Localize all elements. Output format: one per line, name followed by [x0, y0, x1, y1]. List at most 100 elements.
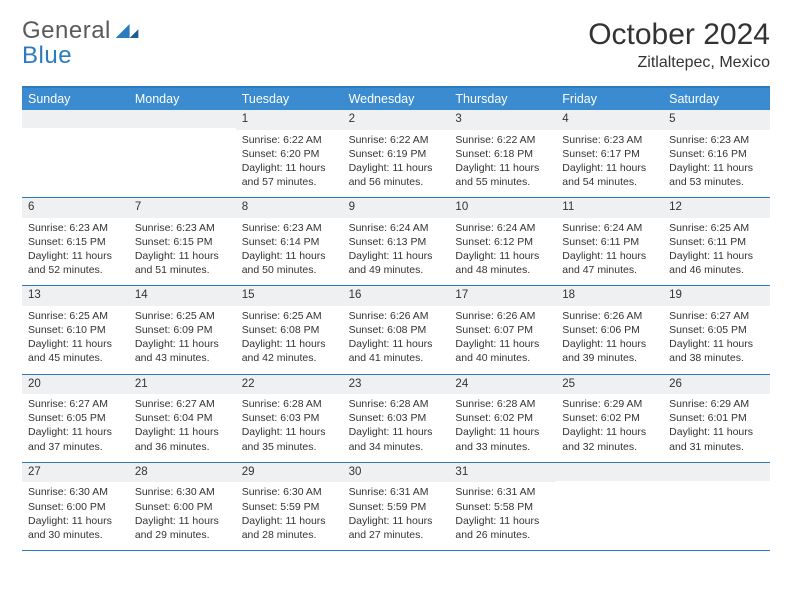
sunrise-text: Sunrise: 6:23 AM	[669, 133, 764, 147]
day-cell: 24Sunrise: 6:28 AMSunset: 6:02 PMDayligh…	[449, 375, 556, 462]
daylight-text: Daylight: 11 hours and 51 minutes.	[135, 249, 230, 277]
daylight-text: Daylight: 11 hours and 34 minutes.	[349, 425, 444, 453]
day-cell: 8Sunrise: 6:23 AMSunset: 6:14 PMDaylight…	[236, 198, 343, 285]
day-body: Sunrise: 6:27 AMSunset: 6:04 PMDaylight:…	[129, 394, 236, 462]
day-cell: 3Sunrise: 6:22 AMSunset: 6:18 PMDaylight…	[449, 110, 556, 197]
day-body	[663, 481, 770, 539]
sunrise-text: Sunrise: 6:24 AM	[562, 221, 657, 235]
sunrise-text: Sunrise: 6:31 AM	[349, 485, 444, 499]
day-body	[556, 481, 663, 539]
day-number: 18	[556, 286, 663, 306]
day-number: 24	[449, 375, 556, 395]
day-body: Sunrise: 6:29 AMSunset: 6:02 PMDaylight:…	[556, 394, 663, 462]
sunset-text: Sunset: 6:00 PM	[28, 500, 123, 514]
sunset-text: Sunset: 6:12 PM	[455, 235, 550, 249]
day-number: 7	[129, 198, 236, 218]
day-number: 20	[22, 375, 129, 395]
day-cell: 11Sunrise: 6:24 AMSunset: 6:11 PMDayligh…	[556, 198, 663, 285]
daylight-text: Daylight: 11 hours and 33 minutes.	[455, 425, 550, 453]
day-number: 21	[129, 375, 236, 395]
day-number: 6	[22, 198, 129, 218]
day-cell	[556, 463, 663, 550]
title-block: October 2024 Zitlaltepec, Mexico	[588, 18, 770, 72]
sunset-text: Sunset: 6:04 PM	[135, 411, 230, 425]
sunrise-text: Sunrise: 6:27 AM	[669, 309, 764, 323]
day-number	[129, 110, 236, 128]
day-body: Sunrise: 6:24 AMSunset: 6:11 PMDaylight:…	[556, 218, 663, 286]
day-cell: 21Sunrise: 6:27 AMSunset: 6:04 PMDayligh…	[129, 375, 236, 462]
day-body: Sunrise: 6:30 AMSunset: 6:00 PMDaylight:…	[129, 482, 236, 550]
day-number: 5	[663, 110, 770, 130]
sunset-text: Sunset: 6:03 PM	[349, 411, 444, 425]
daylight-text: Daylight: 11 hours and 50 minutes.	[242, 249, 337, 277]
sunset-text: Sunset: 6:13 PM	[349, 235, 444, 249]
day-number	[663, 463, 770, 481]
day-number: 3	[449, 110, 556, 130]
daylight-text: Daylight: 11 hours and 40 minutes.	[455, 337, 550, 365]
daylight-text: Daylight: 11 hours and 45 minutes.	[28, 337, 123, 365]
day-number: 19	[663, 286, 770, 306]
sunrise-text: Sunrise: 6:23 AM	[562, 133, 657, 147]
weekday-header-row: SundayMondayTuesdayWednesdayThursdayFrid…	[22, 88, 770, 110]
sunrise-text: Sunrise: 6:23 AM	[28, 221, 123, 235]
sunset-text: Sunset: 6:16 PM	[669, 147, 764, 161]
day-number: 25	[556, 375, 663, 395]
sunset-text: Sunset: 6:02 PM	[455, 411, 550, 425]
week-row: 27Sunrise: 6:30 AMSunset: 6:00 PMDayligh…	[22, 463, 770, 551]
daylight-text: Daylight: 11 hours and 30 minutes.	[28, 514, 123, 542]
sunrise-text: Sunrise: 6:30 AM	[135, 485, 230, 499]
sunrise-text: Sunrise: 6:26 AM	[562, 309, 657, 323]
day-cell	[22, 110, 129, 197]
logo-shape-icon	[115, 18, 139, 43]
day-cell	[663, 463, 770, 550]
sunset-text: Sunset: 6:05 PM	[28, 411, 123, 425]
daylight-text: Daylight: 11 hours and 43 minutes.	[135, 337, 230, 365]
sunrise-text: Sunrise: 6:25 AM	[135, 309, 230, 323]
day-number: 17	[449, 286, 556, 306]
sunrise-text: Sunrise: 6:23 AM	[135, 221, 230, 235]
day-body: Sunrise: 6:22 AMSunset: 6:18 PMDaylight:…	[449, 130, 556, 198]
day-cell: 1Sunrise: 6:22 AMSunset: 6:20 PMDaylight…	[236, 110, 343, 197]
weekday-header: Sunday	[22, 88, 129, 110]
sunrise-text: Sunrise: 6:29 AM	[669, 397, 764, 411]
daylight-text: Daylight: 11 hours and 38 minutes.	[669, 337, 764, 365]
day-body: Sunrise: 6:25 AMSunset: 6:10 PMDaylight:…	[22, 306, 129, 374]
sunset-text: Sunset: 6:11 PM	[562, 235, 657, 249]
day-cell: 30Sunrise: 6:31 AMSunset: 5:59 PMDayligh…	[343, 463, 450, 550]
sunset-text: Sunset: 6:14 PM	[242, 235, 337, 249]
day-cell: 25Sunrise: 6:29 AMSunset: 6:02 PMDayligh…	[556, 375, 663, 462]
daylight-text: Daylight: 11 hours and 53 minutes.	[669, 161, 764, 189]
daylight-text: Daylight: 11 hours and 41 minutes.	[349, 337, 444, 365]
sunset-text: Sunset: 6:06 PM	[562, 323, 657, 337]
sunset-text: Sunset: 6:18 PM	[455, 147, 550, 161]
sunset-text: Sunset: 6:01 PM	[669, 411, 764, 425]
daylight-text: Daylight: 11 hours and 31 minutes.	[669, 425, 764, 453]
day-number: 8	[236, 198, 343, 218]
sunset-text: Sunset: 6:00 PM	[135, 500, 230, 514]
week-row: 1Sunrise: 6:22 AMSunset: 6:20 PMDaylight…	[22, 110, 770, 198]
day-cell: 6Sunrise: 6:23 AMSunset: 6:15 PMDaylight…	[22, 198, 129, 285]
day-number: 14	[129, 286, 236, 306]
sunrise-text: Sunrise: 6:25 AM	[669, 221, 764, 235]
day-body: Sunrise: 6:28 AMSunset: 6:03 PMDaylight:…	[343, 394, 450, 462]
day-cell: 2Sunrise: 6:22 AMSunset: 6:19 PMDaylight…	[343, 110, 450, 197]
sunrise-text: Sunrise: 6:31 AM	[455, 485, 550, 499]
header: GeneralBlue October 2024 Zitlaltepec, Me…	[22, 18, 770, 72]
sunrise-text: Sunrise: 6:28 AM	[349, 397, 444, 411]
day-body: Sunrise: 6:23 AMSunset: 6:15 PMDaylight:…	[129, 218, 236, 286]
day-body: Sunrise: 6:25 AMSunset: 6:09 PMDaylight:…	[129, 306, 236, 374]
daylight-text: Daylight: 11 hours and 52 minutes.	[28, 249, 123, 277]
daylight-text: Daylight: 11 hours and 42 minutes.	[242, 337, 337, 365]
sunrise-text: Sunrise: 6:25 AM	[28, 309, 123, 323]
month-title: October 2024	[588, 18, 770, 52]
day-cell: 27Sunrise: 6:30 AMSunset: 6:00 PMDayligh…	[22, 463, 129, 550]
day-body: Sunrise: 6:27 AMSunset: 6:05 PMDaylight:…	[22, 394, 129, 462]
sunset-text: Sunset: 5:59 PM	[349, 500, 444, 514]
sunset-text: Sunset: 6:15 PM	[135, 235, 230, 249]
daylight-text: Daylight: 11 hours and 54 minutes.	[562, 161, 657, 189]
day-body: Sunrise: 6:27 AMSunset: 6:05 PMDaylight:…	[663, 306, 770, 374]
day-body: Sunrise: 6:31 AMSunset: 5:58 PMDaylight:…	[449, 482, 556, 550]
day-cell: 17Sunrise: 6:26 AMSunset: 6:07 PMDayligh…	[449, 286, 556, 373]
day-cell: 12Sunrise: 6:25 AMSunset: 6:11 PMDayligh…	[663, 198, 770, 285]
day-body	[22, 128, 129, 186]
